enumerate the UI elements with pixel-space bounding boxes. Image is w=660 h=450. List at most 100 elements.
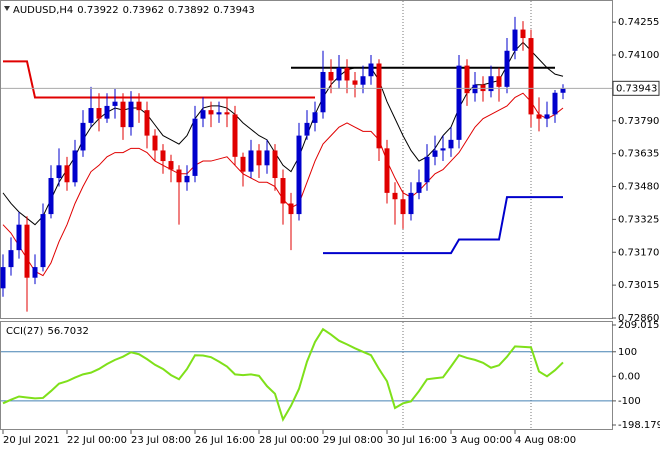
indicator-line [2,41,564,226]
symbol: AUDUSD,H4 [13,5,73,16]
candle-body [96,108,102,119]
x-tick-label: 29 Jul 08:00 [323,435,383,446]
indicator-line [3,60,315,99]
candle-body [240,156,246,172]
y-tick-label: 0.73325 [618,214,659,225]
candle-body [216,112,222,115]
candle-body [520,29,526,39]
x-tick-label: 28 Jul 00:00 [259,435,319,446]
candle-body [536,114,542,119]
candle-body [408,192,414,215]
candle-body [552,92,558,115]
candle-body [144,110,150,136]
candle-body [296,135,302,215]
candle-body [440,148,446,151]
candle-body [448,139,454,149]
candle-body [464,65,470,94]
candle-body [368,63,374,77]
candle-body [488,76,494,92]
current-price-box [612,80,660,96]
candle-body [160,150,166,162]
current-price-label: 0.73943 [616,83,657,94]
candle-body [208,110,214,115]
y-tick-label: 0.73170 [618,247,659,258]
candle-body [312,112,318,123]
candle-body [352,80,358,85]
candle-body [88,108,94,123]
candle-body [128,101,134,128]
y-tick-label: 0.73635 [618,149,659,160]
candle-body [176,169,182,183]
main-panel [0,0,613,319]
y-tick-label: 0.72860 [618,313,659,324]
candle-body [304,122,310,136]
last-low: 0.73892 [168,5,209,16]
candle-body [136,101,142,111]
indicator-title: CCI(27) 56.7032 [6,326,89,337]
chart-title: AUDUSD,H4 0.73922 0.73962 0.73892 0.73943 [13,5,255,16]
last-close: 0.73943 [213,5,254,16]
candle-body [288,203,294,215]
candle-body [24,224,30,278]
y-tick-label: 100 [618,347,637,358]
candle-body [72,150,78,183]
candle-body [56,165,62,179]
candle-body [392,192,398,200]
y-tick-label: 0.73790 [618,116,659,127]
y-tick-label: 0.00 [618,371,640,382]
candle-body [280,178,286,204]
y-tick-label: 0.73015 [618,280,659,291]
indicator-value: 56.7032 [47,326,88,337]
candle-body [272,150,278,179]
candle-body [0,267,6,289]
x-tick-label: 30 Jul 16:00 [387,435,447,446]
x-tick-label: 20 Jul 2021 [3,435,60,446]
candle-body [152,135,158,151]
candle-body [424,156,430,183]
candle-body [544,114,550,119]
candle-body [336,67,342,81]
x-tick-label: 22 Jul 00:00 [67,435,127,446]
candle-body [184,175,190,183]
candle-body [456,65,462,140]
candle-body [328,71,334,81]
candle-body [376,63,382,149]
candle-body [472,84,478,94]
candle-body [264,150,270,166]
candle-body [416,182,422,193]
indicator-line [2,327,564,423]
indicator-name: CCI(27) [6,326,44,337]
candle-body [120,101,126,128]
last-open: 0.73922 [77,5,118,16]
indicator-line [323,196,563,255]
candle-body [432,150,438,157]
candle-body [232,114,238,157]
y-tick-label: -198.1793 [618,420,660,431]
symbol-icon [4,6,10,11]
candle-body [8,250,14,268]
candle-body [504,50,510,87]
candle-body [320,71,326,113]
y-tick-label: 0.74100 [618,50,659,61]
cci-panel [0,321,613,430]
candle-body [248,150,254,172]
candle-body [40,214,46,268]
candle-body [344,67,350,81]
x-tick-label: 3 Aug 00:00 [451,435,512,446]
candle-body [224,112,230,115]
y-tick-label: 0.73480 [618,182,659,193]
x-tick-label: 4 Aug 08:00 [515,435,576,446]
candle-body [48,178,54,215]
candle-body [512,29,518,51]
candle-body [16,224,22,251]
candle-body [200,110,206,119]
candle-body [528,38,534,115]
candle-body [256,150,262,166]
candle-body [104,105,110,119]
candle-body [400,199,406,215]
candle-body [80,122,86,151]
candle-body [192,118,198,176]
candle-body [560,88,566,93]
candle-body [64,165,70,183]
